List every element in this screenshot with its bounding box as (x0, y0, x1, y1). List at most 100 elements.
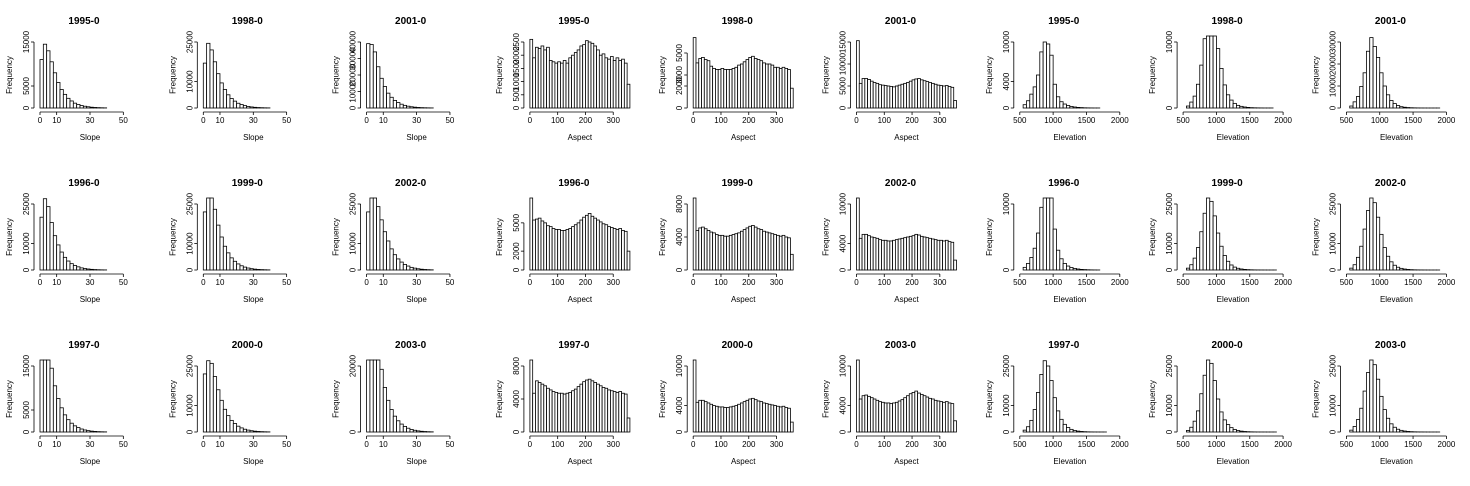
histogram-bar (881, 401, 885, 433)
histogram-bar (737, 64, 741, 109)
histogram-bar (1069, 428, 1074, 433)
y-tick-label: 4000 (675, 228, 684, 246)
histogram-bar (1042, 360, 1047, 433)
y-axis-label: Frequency (822, 56, 831, 94)
y-axis-label: Frequency (495, 380, 504, 418)
y-tick-label: 0 (1165, 267, 1174, 272)
histogram-bar (82, 268, 88, 271)
x-tick-label: 200 (579, 278, 593, 287)
x-axis-label: Elevation (1380, 295, 1413, 304)
y-tick-label: 10000 (349, 232, 358, 255)
histogram-bar (1362, 390, 1367, 433)
histogram-bar (1406, 269, 1411, 271)
histogram-bar (366, 43, 371, 109)
y-tick-label: 0 (512, 429, 521, 434)
x-axis-label: Elevation (1380, 457, 1413, 466)
x-tick-label: 500 (1340, 116, 1354, 125)
histogram-bar (1396, 266, 1401, 271)
x-tick-label: 30 (86, 116, 95, 125)
x-tick-label: 1500 (1404, 278, 1422, 287)
histogram-bar (1229, 427, 1234, 433)
histogram-bar (1069, 267, 1074, 271)
y-tick-label: 0 (1328, 429, 1337, 434)
histogram-bar (734, 233, 739, 271)
histogram-bar (239, 104, 244, 109)
histogram-bar (222, 245, 228, 271)
histogram-bar (49, 61, 54, 109)
histogram-bar (867, 395, 871, 433)
histogram-bar (532, 57, 536, 109)
histogram-bar (1049, 54, 1054, 109)
histogram-bar (573, 52, 578, 109)
histogram-bar (222, 89, 228, 109)
histogram-bar (1402, 430, 1407, 433)
histogram-bar (944, 401, 949, 433)
histogram-bar (532, 219, 536, 271)
histogram-bar (69, 422, 74, 433)
histogram-bar (723, 235, 727, 271)
histogram-bar (202, 62, 208, 109)
histogram-bar (232, 260, 238, 271)
histogram-bar (76, 266, 81, 271)
histogram-bar (1352, 264, 1357, 271)
histogram-bar (886, 402, 891, 433)
histogram-bar (1239, 430, 1244, 433)
histogram-bar (59, 251, 64, 271)
histogram-bar (734, 405, 739, 433)
histogram-bar (911, 235, 916, 271)
histogram-bar (52, 385, 58, 433)
x-tick-label: 0 (38, 278, 43, 287)
histogram-bar (939, 401, 944, 433)
y-tick-label: 40000 (349, 30, 358, 53)
histogram-bar (72, 265, 78, 271)
histogram-bar (869, 397, 874, 433)
histogram-bar (776, 66, 780, 109)
histogram-panel: 1997-0 0 10000 25000 500 1000 1500 2000 Elevatio… (985, 340, 1129, 466)
histogram-bar (1226, 94, 1231, 109)
histogram-bar (232, 100, 238, 109)
x-tick-label: 1000 (1371, 440, 1389, 449)
histogram-bar (1372, 364, 1377, 433)
histogram-bar (1216, 48, 1221, 109)
histogram-bar (1366, 210, 1371, 271)
histogram-bar (601, 53, 606, 109)
histogram-bar (551, 61, 556, 109)
histogram-bar (756, 228, 761, 271)
histogram-bar (1379, 72, 1384, 109)
x-tick-label: 50 (282, 278, 291, 287)
histogram-bar (576, 386, 581, 433)
histogram-bar (717, 234, 722, 271)
histogram-bar (206, 360, 211, 433)
histogram-bar (402, 425, 407, 433)
x-tick-label: 300 (607, 278, 621, 287)
histogram-bar (911, 391, 916, 433)
histogram-bar (590, 42, 595, 109)
histogram-bar (66, 419, 71, 433)
x-axis-label: Slope (406, 295, 427, 304)
histogram-bar (1079, 269, 1084, 271)
y-tick-label: 0 (22, 267, 31, 272)
histogram-bar (751, 55, 755, 109)
histogram-bar (790, 253, 794, 271)
x-axis-label: Aspect (731, 133, 756, 142)
x-tick-label: 1000 (1208, 440, 1226, 449)
histogram-bar (392, 254, 397, 271)
histogram-panel: 1995-0 0 5000 15000 0 10 30 50 Slope Frequency (5, 16, 128, 142)
histogram-bar (1239, 268, 1244, 271)
histogram-bar (412, 106, 417, 109)
y-axis-label: Frequency (985, 380, 994, 418)
histogram-bar (1046, 43, 1051, 109)
histogram-bar (715, 234, 719, 271)
histogram-bar (419, 430, 424, 433)
histogram-bar (723, 407, 727, 433)
histogram-bar (1379, 395, 1384, 433)
histogram-bar (412, 267, 417, 271)
y-axis-label: Frequency (985, 56, 994, 94)
y-tick-label: 0 (349, 267, 358, 272)
histogram-bar (535, 380, 539, 433)
histogram-bar (206, 42, 211, 109)
histogram-bar (726, 235, 730, 271)
histogram-bar (571, 226, 575, 271)
histogram-bar (897, 400, 902, 433)
